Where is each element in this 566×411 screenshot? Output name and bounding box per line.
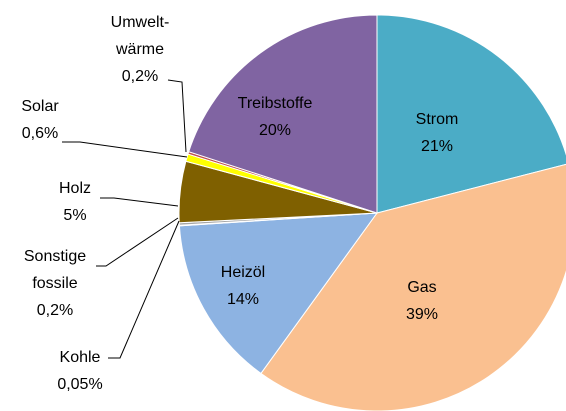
value-label: 14%	[226, 291, 260, 308]
slice-label: Sonstige fossile 0,2%	[24, 243, 86, 324]
category-label: Strom	[415, 111, 459, 128]
category-label: Heizöl	[220, 264, 266, 281]
leader-lines	[62, 79, 188, 359]
slice-label: Kohle 0,05%	[57, 344, 102, 398]
value-label: 0,05%	[57, 376, 103, 393]
pie-slice	[178, 212, 379, 375]
value-label: 39%	[405, 306, 439, 323]
category-label: Umwelt- wärme	[110, 14, 170, 58]
slices	[178, 14, 566, 411]
value-label: 5%	[63, 207, 87, 224]
leader-line	[100, 197, 179, 207]
category-label: Gas	[407, 279, 437, 296]
category-label: Kohle	[59, 349, 101, 366]
slice-label: Solar 0,6%	[21, 93, 58, 147]
category-label: Holz	[58, 180, 92, 197]
value-label: 20%	[258, 122, 292, 139]
pie-slice	[376, 14, 566, 214]
slice-label: Heizöl 14%	[221, 259, 265, 313]
category-label: Solar	[21, 98, 59, 115]
leader-line	[96, 217, 179, 267]
value-label: 0,2%	[121, 68, 159, 85]
category-label: Treibstoffe	[237, 95, 313, 112]
slice-label: Umwelt- wärme 0,2%	[111, 9, 170, 90]
pie-slice	[260, 163, 566, 411]
slice-label: Gas 39%	[406, 274, 438, 328]
leader-line	[167, 79, 187, 153]
slice-label: Strom 21%	[416, 106, 459, 160]
slice-label: Treibstoffe 20%	[238, 90, 313, 144]
leader-line	[108, 220, 180, 359]
category-label: Sonstige fossile	[23, 248, 87, 292]
pie-slice	[188, 14, 378, 214]
value-label: 21%	[420, 138, 454, 155]
value-label: 0,2%	[36, 302, 74, 319]
leader-line	[62, 141, 188, 158]
value-label: 0,6%	[21, 125, 59, 142]
slice-label: Holz 5%	[59, 175, 91, 229]
